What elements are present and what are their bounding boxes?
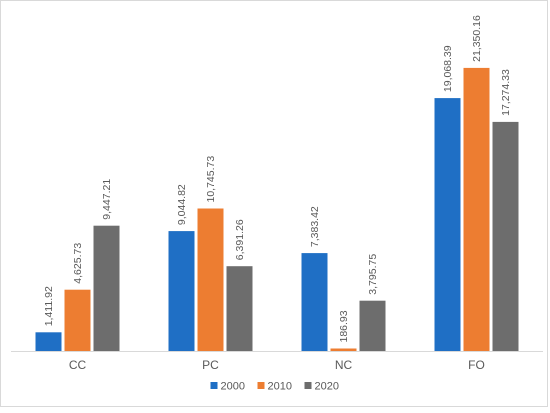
category-label-pc: PC <box>202 358 219 372</box>
data-label-pc-2010: 10,745.73 <box>205 156 217 203</box>
data-label-nc-2020: 3,795.75 <box>367 254 379 295</box>
data-label-cc-2020: 9,447.21 <box>101 179 113 220</box>
bar-fo-2020 <box>492 121 519 352</box>
legend: 2000 2010 2020 <box>210 381 339 393</box>
bar-nc-2000 <box>301 253 328 351</box>
data-label-nc-2010: 186.93 <box>338 310 350 342</box>
category-label-cc: CC <box>69 358 87 372</box>
category-label-fo: FO <box>468 358 485 372</box>
bar-cc-2010 <box>64 289 91 351</box>
data-label-pc-2000: 9,044.82 <box>176 184 188 225</box>
data-label-nc-2000: 7,383.42 <box>309 206 321 247</box>
bar-cc-2000 <box>35 332 62 351</box>
legend-swatch-2000 <box>210 382 218 389</box>
legend-swatch-2020 <box>304 382 312 389</box>
bar-pc-2020 <box>226 266 253 351</box>
bar-fo-2010 <box>463 67 490 352</box>
bars-group <box>35 67 519 352</box>
bar-nc-2010 <box>330 348 357 351</box>
legend-label-2010: 2010 <box>268 381 292 393</box>
legend-label-2020: 2020 <box>315 381 339 393</box>
bar-nc-2020 <box>359 300 386 351</box>
category-label-nc: NC <box>335 358 353 372</box>
data-label-fo-2010: 21,350.16 <box>471 15 483 62</box>
category-labels-group: CC PC NC FO <box>69 358 485 372</box>
data-label-fo-2020: 17,274.33 <box>500 69 512 116</box>
bar-pc-2010 <box>197 208 224 351</box>
bar-pc-2000 <box>168 231 195 351</box>
data-label-pc-2020: 6,391.26 <box>234 219 246 260</box>
data-label-fo-2000: 19,068.39 <box>442 45 454 92</box>
bar-fo-2000 <box>434 98 461 351</box>
data-labels-group: 1,411.92 4,625.73 9,447.21 9,044.82 10,745.7… <box>43 15 512 342</box>
data-label-cc-2000: 1,411.92 <box>43 286 55 326</box>
legend-swatch-2010 <box>257 382 265 389</box>
bar-cc-2020 <box>93 225 120 351</box>
legend-label-2000: 2000 <box>221 381 245 393</box>
data-label-cc-2010: 4,625.73 <box>72 243 84 284</box>
